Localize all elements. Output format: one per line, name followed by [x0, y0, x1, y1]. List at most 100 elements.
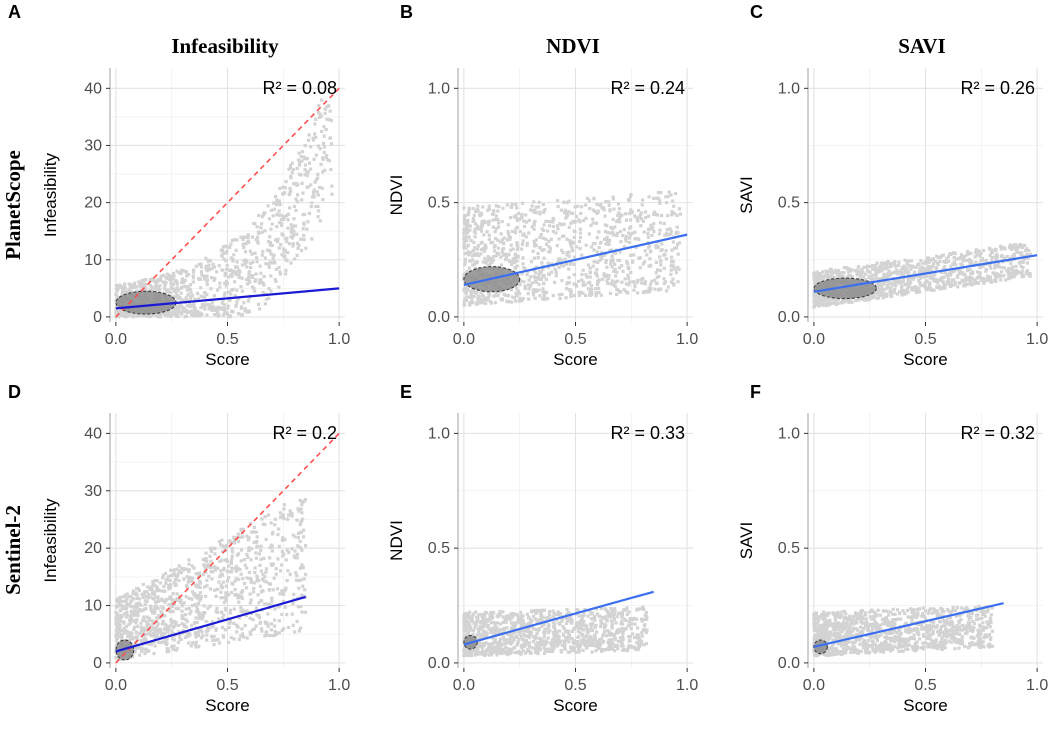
scatter-point: [962, 284, 966, 288]
scatter-point: [578, 246, 582, 251]
scatter-point: [669, 229, 673, 233]
scatter-point: [209, 304, 213, 308]
scatter-point: [154, 589, 159, 593]
scatter-point: [547, 272, 551, 277]
scatter-point: [840, 274, 844, 278]
scatter-point: [263, 256, 267, 260]
scatter-point: [888, 281, 892, 285]
scatter-point: [131, 591, 135, 595]
scatter-point: [542, 608, 547, 612]
scatter-point: [196, 297, 200, 301]
scatter-point: [611, 641, 615, 645]
scatter-point: [236, 596, 240, 600]
scatter-point: [884, 294, 888, 298]
scatter-point: [243, 306, 247, 311]
scatter-point: [130, 605, 135, 609]
scatter-point: [290, 514, 294, 518]
scatter-point: [579, 211, 583, 216]
scatter-point: [594, 287, 598, 291]
scatter-point: [536, 205, 541, 209]
scatter-point: [650, 279, 654, 283]
scatter-point: [241, 610, 245, 614]
scatter-point: [613, 267, 617, 271]
scatter-point: [892, 278, 896, 282]
scatter-point: [257, 307, 262, 311]
scatter-point: [163, 600, 167, 604]
scatter-point: [466, 244, 470, 248]
scatter-point: [239, 284, 243, 289]
scatter-point: [213, 565, 217, 569]
scatter-point: [245, 552, 249, 557]
scatter-point: [529, 208, 533, 212]
scatter-point: [597, 246, 601, 250]
scatter-point: [223, 558, 228, 562]
scatter-point: [118, 595, 122, 599]
scatter-point: [233, 587, 237, 592]
scatter-point: [186, 272, 191, 277]
scatter-point: [281, 592, 286, 597]
scatter-point: [128, 616, 133, 620]
scatter-point: [135, 289, 139, 293]
scatter-point: [144, 632, 148, 636]
scatter-point: [569, 260, 573, 264]
scatter-point: [938, 287, 942, 291]
scatter-point: [589, 617, 593, 621]
scatter-point: [581, 283, 585, 288]
scatter-point: [269, 274, 273, 278]
scatter-point: [254, 606, 258, 610]
scatter-point: [221, 580, 226, 584]
scatter-point: [516, 640, 520, 644]
scatter-point: [878, 277, 883, 281]
scatter-point: [137, 597, 142, 601]
scatter-point: [264, 570, 268, 574]
scatter-point: [943, 265, 947, 269]
scatter-point: [523, 286, 527, 291]
scatter-point: [234, 265, 238, 269]
scatter-points: [114, 98, 334, 319]
scatter-point: [876, 292, 880, 296]
scatter-point: [274, 194, 278, 199]
scatter-point: [287, 513, 291, 517]
scatter-point: [283, 191, 287, 195]
scatter-point: [496, 225, 501, 229]
scatter-point: [665, 228, 669, 232]
scatter-point: [297, 243, 301, 248]
scatter-point: [576, 204, 580, 208]
scatter-point: [567, 254, 571, 258]
scatter-point: [273, 278, 277, 282]
scatter-point: [939, 270, 944, 275]
scatter-point: [195, 596, 199, 600]
scatter-point: [266, 602, 270, 606]
scatter-point: [490, 260, 494, 264]
scatter-point: [607, 200, 611, 204]
scatter-point: [129, 289, 134, 294]
scatter-point: [169, 290, 173, 295]
scatter-point: [557, 257, 561, 261]
scatter-point: [608, 231, 612, 235]
scatter-point: [664, 249, 668, 253]
scatter-point: [815, 300, 820, 304]
scatter-point: [290, 547, 294, 551]
scatter-point: [536, 276, 540, 280]
scatter-point: [261, 572, 265, 577]
scatter-point: [522, 219, 526, 223]
scatter-point: [897, 279, 902, 283]
scatter-point: [226, 564, 231, 568]
scatter-point: [854, 298, 858, 303]
scatter-point: [493, 236, 498, 241]
scatter-point: [114, 634, 118, 638]
scatter-point: [644, 617, 648, 622]
scatter-point: [908, 267, 913, 271]
scatter-point: [132, 627, 136, 632]
scatter-point: [197, 601, 201, 606]
scatter-point: [589, 223, 593, 227]
scatter-point: [1016, 246, 1020, 250]
scatter-point: [595, 282, 600, 287]
scatter-point: [214, 638, 218, 642]
scatter-point: [119, 633, 124, 637]
scatter-point: [515, 259, 519, 263]
scatter-point: [166, 585, 171, 589]
scatter-point: [128, 630, 132, 635]
scatter-point: [893, 260, 897, 264]
scatter-point: [245, 265, 249, 269]
